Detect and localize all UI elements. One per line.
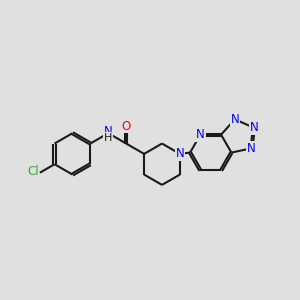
Text: N: N [196,128,205,141]
Text: N: N [247,142,256,155]
Text: H: H [104,133,112,143]
Text: Cl: Cl [27,165,39,178]
Text: N: N [230,113,239,126]
Text: O: O [122,120,131,133]
Text: N: N [249,121,258,134]
Text: N: N [176,147,184,161]
Text: N: N [104,125,113,138]
